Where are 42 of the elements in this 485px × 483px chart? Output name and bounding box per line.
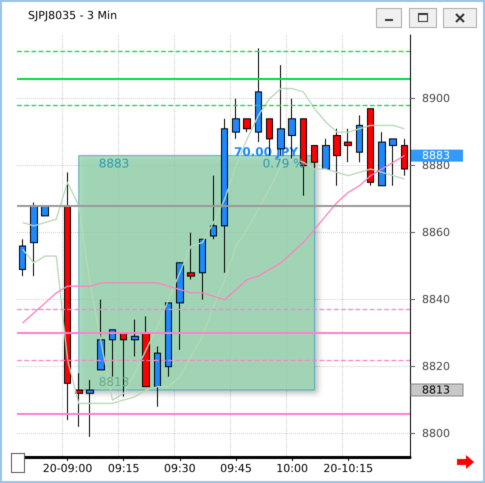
- candlestick: [165, 302, 172, 378]
- x-tick-label: 10:00: [276, 462, 308, 475]
- y-tick-label: 8840: [422, 293, 450, 306]
- candlestick: [333, 128, 341, 186]
- candlestick: [86, 379, 94, 438]
- x-tick-label: 09:45: [220, 462, 252, 475]
- x-tick-label: 09:30: [164, 462, 196, 475]
- candlestick: [187, 232, 195, 280]
- y-tick-label: 8900: [422, 92, 450, 106]
- y-tick-label: 8800: [422, 427, 450, 440]
- candlestick: [322, 138, 330, 170]
- candlestick: [210, 175, 217, 240]
- candlestick: [232, 98, 240, 140]
- candlestick: [30, 202, 38, 277]
- line-series: [22, 88, 406, 401]
- candlestick: [344, 128, 352, 163]
- candlestick: [255, 48, 262, 143]
- candlestick: [401, 138, 408, 176]
- candlestick: [311, 145, 318, 170]
- chart-title: SJPJ8035 - 3 Min: [28, 9, 118, 22]
- line-series: [22, 158, 406, 404]
- candlestick: [19, 238, 26, 277]
- candlestick: [378, 132, 386, 186]
- text: 8813: [422, 384, 450, 397]
- candlestick: [131, 319, 139, 358]
- candlestick: [64, 172, 71, 421]
- y-tick-label: 8820: [422, 360, 450, 374]
- candlestick: [389, 138, 397, 186]
- annotation: 8883: [98, 156, 130, 171]
- candlestick: [367, 108, 374, 186]
- candlestick: [199, 238, 206, 300]
- candlestick: [221, 118, 228, 274]
- x-tick-label: 09:15: [108, 462, 140, 475]
- candlestick: [154, 346, 161, 408]
- y-tick-label: 8860: [422, 226, 450, 240]
- candlestick: [142, 316, 150, 388]
- x-tick-label: 20-09:00: [42, 462, 92, 475]
- text: 8883: [422, 149, 450, 162]
- candlestick: [75, 372, 83, 428]
- x-tick-label: 20-10:15: [323, 462, 374, 475]
- candlestick: [243, 118, 251, 133]
- candlestick: [356, 114, 363, 163]
